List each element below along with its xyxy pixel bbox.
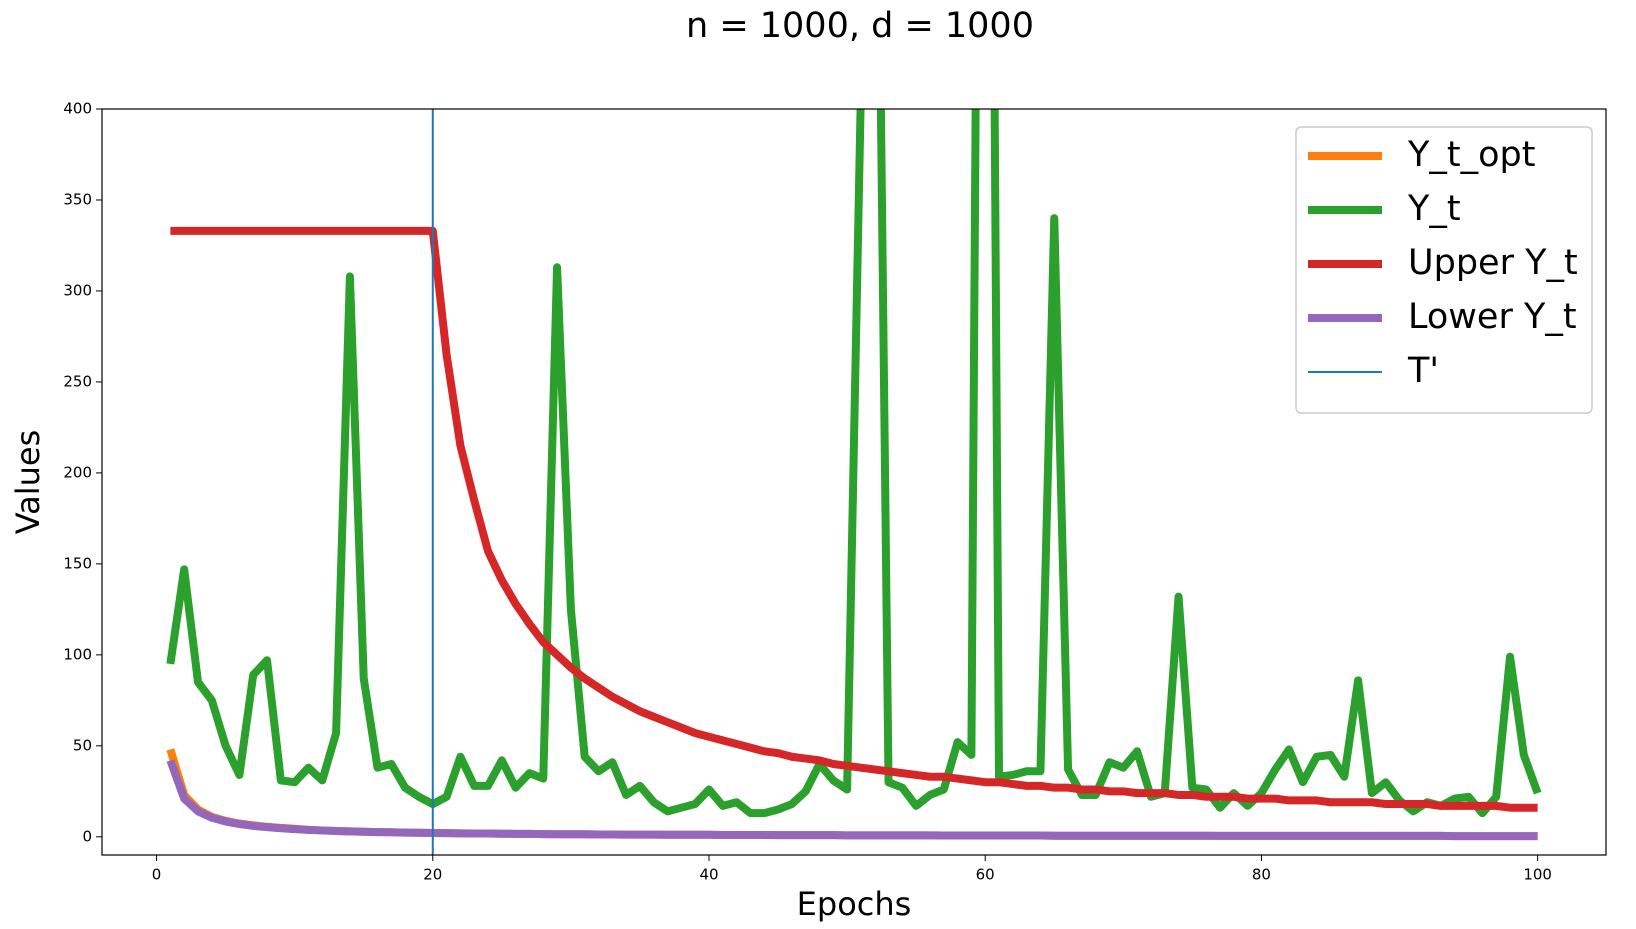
x-tick-label: 0 xyxy=(152,866,162,884)
legend-label: Upper Y_t xyxy=(1408,243,1578,283)
x-tick-label: 20 xyxy=(423,866,442,884)
legend-label: Y_t xyxy=(1407,189,1461,229)
series-line xyxy=(166,759,1538,841)
legend-label: Y_t_opt xyxy=(1407,135,1535,175)
plot-area xyxy=(166,109,1542,855)
x-axis-label: Epochs xyxy=(797,885,912,923)
y-tick-label: 100 xyxy=(63,645,92,663)
legend-label: T' xyxy=(1407,351,1439,391)
chart-title: n = 1000, d = 1000 xyxy=(686,6,1034,46)
x-tick-label: 40 xyxy=(699,866,718,884)
y-tick-label: 400 xyxy=(63,100,92,118)
series-line xyxy=(166,109,1542,818)
y-tick-label: 50 xyxy=(73,736,92,754)
y-tick-label: 350 xyxy=(63,190,92,208)
y-tick-label: 200 xyxy=(63,463,92,481)
x-tick-label: 100 xyxy=(1523,866,1552,884)
y-tick-label: 150 xyxy=(63,554,92,572)
series-line xyxy=(170,226,1538,812)
y-tick-label: 0 xyxy=(82,827,92,845)
y-tick-label: 300 xyxy=(63,281,92,299)
legend: Y_t_opt Y_t Upper Y_t Lower Y_t T' xyxy=(1295,126,1593,414)
legend-label: Lower Y_t xyxy=(1408,297,1577,337)
y-tick-label: 250 xyxy=(63,372,92,390)
legend-box xyxy=(1295,126,1593,414)
x-tick-label: 60 xyxy=(976,866,995,884)
axes-frame xyxy=(101,108,1607,856)
y-axis-label: Values xyxy=(9,430,47,535)
x-tick-label: 80 xyxy=(1252,866,1271,884)
